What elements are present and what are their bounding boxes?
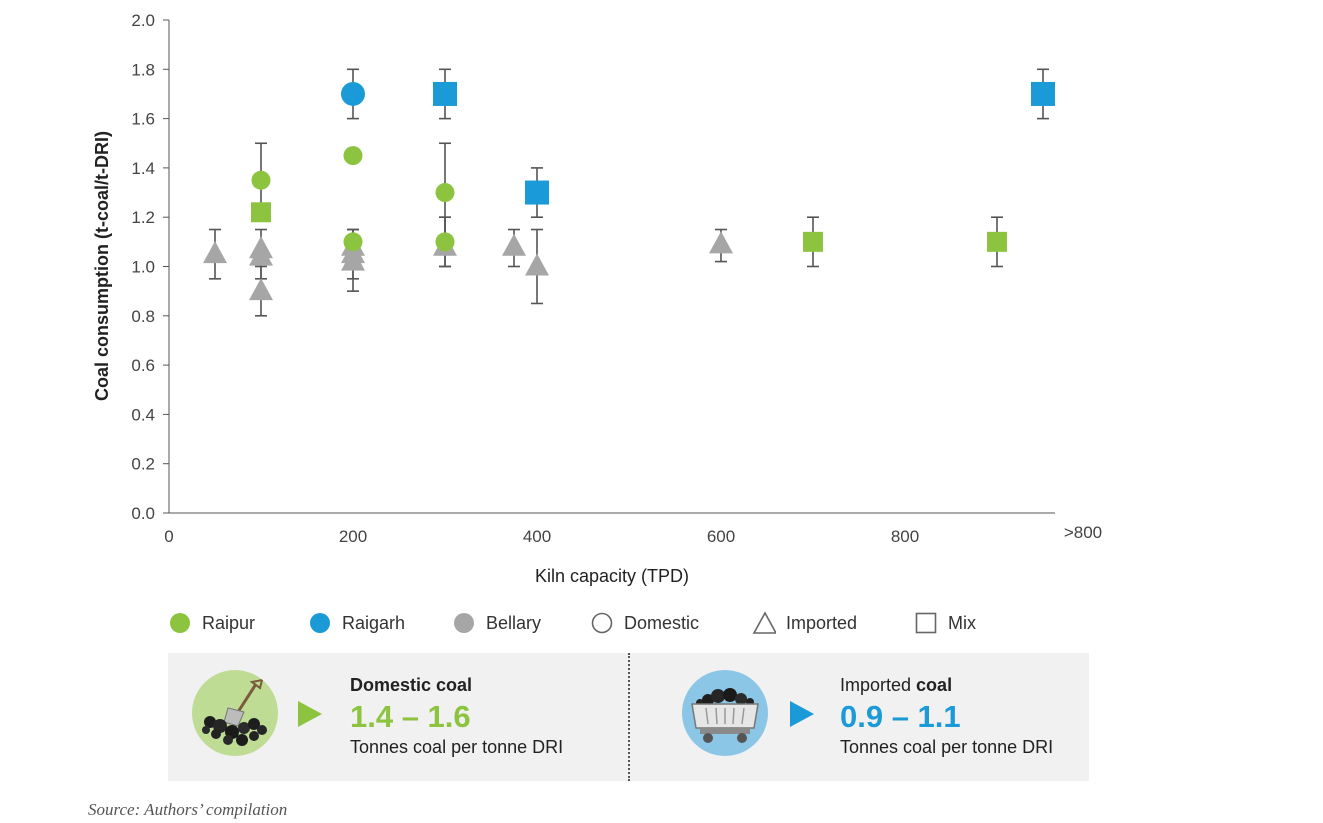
- legend-label-domestic: Domestic: [624, 612, 700, 633]
- chart-axes: 0.0 0.2 0.4 0.6 0.8 1.0 1.2 1.4 1.6 1.8 2.0 0 200 400…: [131, 11, 1102, 546]
- imported-coal-summary: Imported coal 0.9 – 1.1 Tonnes coal per …: [630, 653, 1089, 781]
- y-tick-label: 1.8: [131, 60, 155, 79]
- y-tick-label: 0.2: [131, 455, 155, 474]
- y-tick-label: 0.6: [131, 356, 155, 375]
- legend-item-raipur: Raipur: [168, 609, 255, 637]
- legend-item-bellary: Bellary: [452, 609, 541, 637]
- scatter-chart: 0.0 0.2 0.4 0.6 0.8 1.0 1.2 1.4 1.6 1.8 2.0 0 200 400…: [92, 11, 1102, 586]
- y-tick-label: 1.6: [131, 110, 155, 129]
- x-tick-label: 400: [523, 527, 551, 546]
- x-tick-label: 800: [891, 527, 919, 546]
- imported-coal-title: Imported coal: [840, 675, 952, 696]
- bellary-imported-point: [502, 233, 526, 256]
- data-points: [203, 81, 1055, 301]
- y-tick-label: 1.2: [131, 208, 155, 227]
- square-outline-icon: [914, 611, 938, 635]
- y-tick-label: 0.8: [131, 307, 155, 326]
- raipur-domestic-point: [343, 146, 363, 166]
- blue-arrow-icon: [790, 701, 814, 727]
- x-tick-label: 0: [164, 527, 173, 546]
- y-tick-label: 2.0: [131, 11, 155, 30]
- coal-pile-shovel-icon: [192, 670, 278, 756]
- y-tick-label: 0.0: [131, 504, 155, 523]
- imported-coal-subtitle: Tonnes coal per tonne DRI: [840, 737, 1054, 757]
- coal-wagon-icon: [682, 670, 768, 756]
- legend-label-imported: Imported: [786, 612, 858, 633]
- source-note: Source: Authors’ compilation: [88, 800, 288, 819]
- y-tick-label: 1.4: [131, 159, 155, 178]
- bellary-imported-point: [709, 231, 733, 254]
- bellary-imported-point: [249, 243, 273, 266]
- raipur-mix-point: [803, 231, 823, 252]
- raigarh-domestic-point: [341, 81, 365, 106]
- chart-legend: Raipur Raigarh Bellary Domestic Imported…: [168, 609, 1068, 637]
- legend-label-mix: Mix: [948, 612, 976, 633]
- bellary-imported-point: [525, 253, 549, 276]
- triangle-outline-icon: [752, 611, 776, 635]
- imported-coal-title-plain: Imported: [840, 675, 917, 695]
- domestic-coal-title: Domestic coal: [350, 675, 473, 695]
- imported-coal-value: 0.9 – 1.1: [840, 699, 961, 734]
- bellary-imported-point: [203, 241, 227, 264]
- green-circle-icon: [168, 611, 192, 635]
- legend-item-raigarh: Raigarh: [308, 609, 405, 637]
- y-axis-title: Coal consumption (t-coal/t-DRI): [92, 131, 112, 401]
- legend-label-raipur: Raipur: [202, 612, 256, 633]
- grey-circle-icon: [452, 611, 476, 635]
- raigarh-mix-point: [433, 81, 457, 106]
- y-tick-label: 1.0: [131, 258, 155, 277]
- legend-item-imported: Imported: [752, 609, 857, 637]
- legend-item-domestic: Domestic: [590, 609, 699, 637]
- blue-circle-icon: [308, 611, 332, 635]
- panel-divider: [628, 653, 630, 781]
- domestic-coal-value: 1.4 – 1.6: [350, 699, 471, 734]
- domestic-coal-subtitle: Tonnes coal per tonne DRI: [350, 737, 564, 757]
- bellary-imported-point: [249, 278, 273, 301]
- raipur-domestic-point: [343, 232, 363, 252]
- raipur-mix-point: [251, 202, 271, 223]
- legend-label-raigarh: Raigarh: [342, 612, 406, 633]
- domestic-coal-summary: Domestic coal 1.4 – 1.6 Tonnes coal per …: [168, 653, 628, 781]
- imported-coal-title-bold: coal: [916, 675, 953, 695]
- error-bars: [209, 68, 1049, 317]
- raipur-domestic-point: [251, 170, 271, 190]
- raigarh-mix-point: [525, 180, 549, 205]
- raipur-domestic-point: [435, 183, 455, 203]
- x-axis-title: Kiln capacity (TPD): [535, 566, 689, 586]
- circle-outline-icon: [590, 611, 614, 635]
- raigarh-mix-point: [1031, 81, 1055, 106]
- x-tick-label: 200: [339, 527, 367, 546]
- x-tick-label: 600: [707, 527, 735, 546]
- bellary-imported-point: [341, 248, 365, 271]
- raipur-domestic-point: [435, 232, 455, 252]
- raipur-mix-point: [987, 231, 1007, 252]
- summary-panel: Domestic coal 1.4 – 1.6 Tonnes coal per …: [168, 653, 1089, 781]
- legend-item-mix: Mix: [914, 609, 976, 637]
- green-arrow-icon: [298, 701, 322, 727]
- y-tick-label: 0.4: [131, 405, 155, 424]
- legend-label-bellary: Bellary: [486, 612, 542, 633]
- x-tick-label: >800: [1064, 523, 1102, 542]
